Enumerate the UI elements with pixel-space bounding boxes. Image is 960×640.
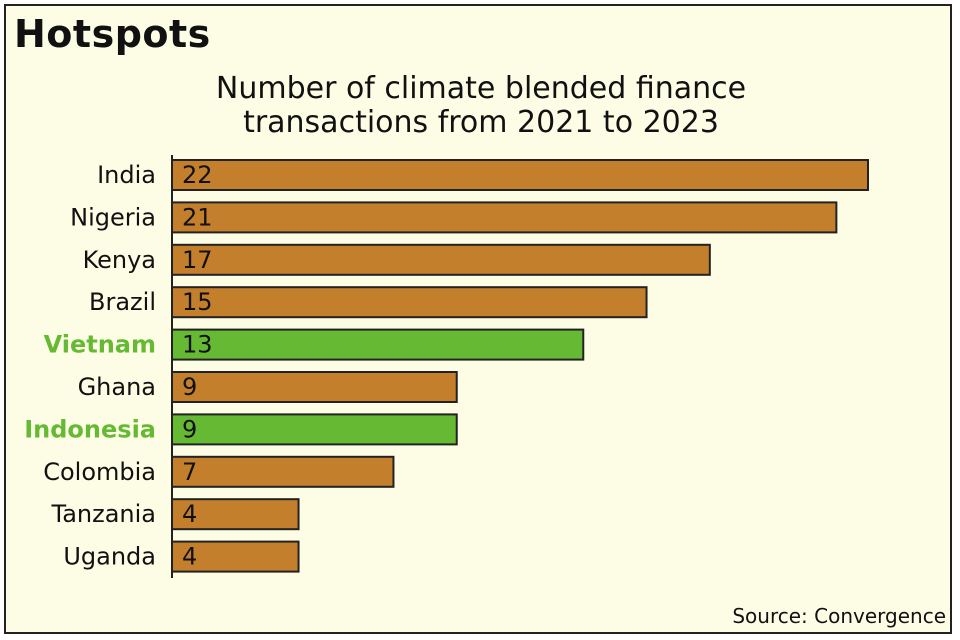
category-label: Nigeria [70,203,156,231]
category-label: Uganda [63,543,156,571]
value-label: 13 [182,331,213,359]
value-label: 9 [182,415,197,443]
value-label: 17 [182,246,213,274]
value-label: 4 [182,543,197,571]
bar [171,286,648,319]
value-label: 7 [182,458,197,486]
category-label: Ghana [78,373,156,401]
bar [171,413,458,446]
value-label: 15 [182,288,213,316]
source-note: Source: Convergence [732,604,946,628]
category-label: India [97,161,156,189]
value-label: 4 [182,500,197,528]
bar [171,328,585,361]
category-label: Colombia [43,458,156,486]
category-label: Brazil [89,288,156,316]
value-label: 22 [182,161,213,189]
bar [171,371,458,403]
bar [171,201,838,234]
category-label: Tanzania [51,500,157,528]
chart-title: Number of climate blended finance transa… [215,71,747,140]
frame: Hotspots Number of climate blended finan… [4,4,952,634]
bar [171,243,711,276]
category-label: Vietnam [44,331,156,359]
bar [171,455,395,488]
bar [171,498,300,531]
category-label: Kenya [83,246,156,274]
value-label: 9 [182,373,197,401]
heading: Hotspots [14,12,211,56]
bar [171,540,300,573]
bar [171,159,869,191]
value-label: 21 [182,203,213,231]
category-label: Indonesia [24,415,156,443]
